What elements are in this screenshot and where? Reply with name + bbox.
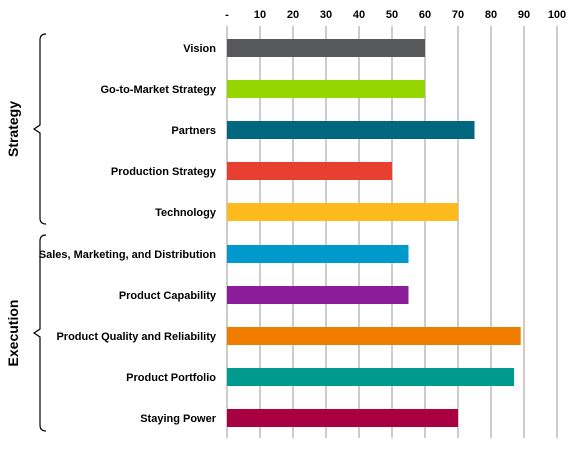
x-tick-label: 90 — [518, 9, 530, 21]
group-bracket — [32, 33, 47, 225]
bar — [227, 327, 521, 345]
x-tick-label: 70 — [452, 9, 464, 21]
category-label: Product Quality and Reliability — [56, 331, 216, 343]
x-tick-label: 40 — [353, 9, 365, 21]
bar — [227, 409, 458, 427]
bar — [227, 121, 475, 139]
bars — [227, 39, 521, 427]
x-tick-label: 60 — [419, 9, 431, 21]
category-label: Sales, Marketing, and Distribution — [39, 249, 217, 261]
bar — [227, 80, 425, 98]
bar — [227, 203, 458, 221]
category-labels: Vision Go-to-Market Strategy Partners Produ… — [39, 43, 217, 425]
x-tick-label: 50 — [386, 9, 398, 21]
bar — [227, 162, 392, 180]
category-label: Product Capability — [119, 290, 217, 302]
group-brackets: Strategy Execution — [5, 33, 47, 432]
bar — [227, 368, 515, 386]
category-label: Partners — [171, 125, 216, 137]
category-label: Go-to-Market Strategy — [100, 84, 216, 96]
x-tick-label: 10 — [254, 9, 266, 21]
bar — [227, 39, 425, 57]
category-label: Production Strategy — [111, 166, 217, 178]
group-bracket — [32, 234, 47, 432]
x-tick-label: 80 — [485, 9, 497, 21]
bar — [227, 245, 409, 263]
x-tick-label: 20 — [287, 9, 299, 21]
bar — [227, 286, 409, 304]
x-axis-ticks: - 10 20 30 40 50 60 70 80 90 100 — [225, 9, 566, 21]
category-label: Vision — [183, 43, 216, 55]
category-label: Staying Power — [140, 413, 217, 425]
category-label: Product Portfolio — [126, 372, 216, 384]
x-tick-label: - — [225, 9, 229, 21]
x-tick-label: 100 — [548, 9, 566, 21]
x-tick-label: 30 — [320, 9, 332, 21]
group-label: Strategy — [5, 101, 21, 157]
category-label: Technology — [155, 207, 217, 219]
group-label: Execution — [5, 300, 21, 367]
